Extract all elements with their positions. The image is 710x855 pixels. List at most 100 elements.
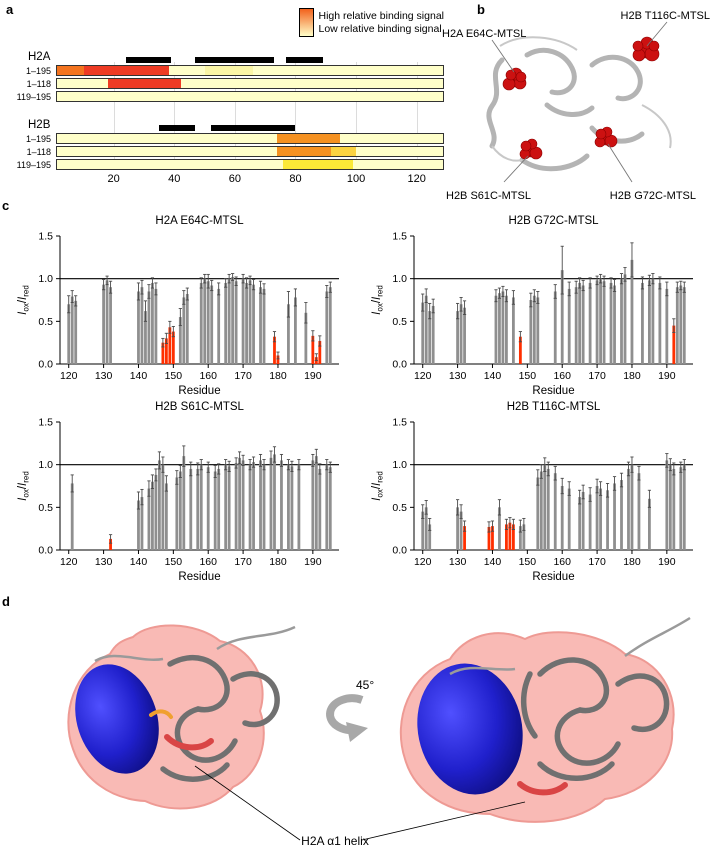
structure-view-right: [399, 616, 691, 823]
svg-text:120: 120: [414, 556, 432, 568]
svg-text:130: 130: [449, 370, 467, 382]
svg-text:140: 140: [130, 556, 148, 568]
svg-text:160: 160: [553, 556, 571, 568]
svg-text:0.0: 0.0: [38, 545, 53, 557]
h2b-group-label: H2B: [28, 119, 51, 131]
svg-text:Iox/Ired: Iox/Ired: [17, 285, 31, 315]
svg-text:120: 120: [60, 556, 78, 568]
heatmap-axis-ticks: 20 40 60 80 100 120: [107, 173, 426, 185]
svg-text:150: 150: [519, 370, 537, 382]
svg-text:120: 120: [60, 370, 78, 382]
site-label-h2a-e64c: H2A E64C-MTSL: [442, 28, 527, 40]
svg-text:130: 130: [95, 370, 113, 382]
svg-text:170: 170: [234, 556, 252, 568]
panel-c-letter: c: [2, 198, 10, 213]
svg-text:140: 140: [484, 370, 502, 382]
svg-text:170: 170: [588, 370, 606, 382]
svg-text:180: 180: [623, 556, 641, 568]
heatmap-row: 1–118: [10, 78, 444, 89]
svg-text:160: 160: [199, 556, 217, 568]
svg-text:1.0: 1.0: [38, 273, 53, 285]
structure-view-left: [67, 624, 296, 810]
label-leader-lines: [491, 21, 668, 183]
legend-low-label: Low relative binding signal: [318, 22, 442, 35]
svg-text:180: 180: [623, 370, 641, 382]
alpha1-helix-highlight: [164, 734, 214, 751]
svg-text:H2B T116C-MTSL: H2B T116C-MTSL: [507, 401, 601, 413]
protein-structure-drawing: [486, 21, 672, 183]
legend-gradient-swatch: [298, 8, 314, 37]
site-label-h2b-s61c: H2B S61C-MTSL: [446, 190, 531, 202]
tail-loops: [94, 625, 296, 663]
svg-text:1.0: 1.0: [392, 273, 407, 285]
svg-text:0.5: 0.5: [38, 316, 53, 328]
svg-text:0.5: 0.5: [392, 316, 407, 328]
spin-label-site-s61c: [519, 138, 543, 160]
chart-h2b-s61c-mtsl: 0.0 0.5 1.0 1.5 120 130 140 150 160 170 180 190 H2B …: [14, 398, 349, 584]
svg-text:130: 130: [449, 556, 467, 568]
svg-text:0.0: 0.0: [392, 545, 407, 557]
protein-loops: [491, 36, 672, 162]
svg-text:180: 180: [269, 556, 287, 568]
histone-ribbons: [520, 657, 670, 781]
svg-text:H2A E64C-MTSL: H2A E64C-MTSL: [155, 215, 244, 227]
bar-chart-svg: 0.0 0.5 1.0 1.5 120 130 140 150 160 170 180 190 H2B …: [17, 401, 339, 583]
svg-text:190: 190: [304, 370, 322, 382]
heatmap-body: H2A 1–195 1–118 119–195 H2B: [10, 48, 444, 186]
density-core-ellipsoid: [75, 664, 159, 774]
svg-text:170: 170: [234, 370, 252, 382]
svg-text:Residue: Residue: [532, 571, 574, 583]
heatmap-group-h2b: H2B 1–195 1–118 119–195: [10, 116, 444, 170]
site-label-h2b-t116c: H2B T116C-MTSL: [620, 10, 710, 22]
row-label: 1–118: [26, 78, 51, 89]
alpha1-helix-highlight: [517, 781, 568, 796]
svg-text:150: 150: [165, 556, 183, 568]
heatmap-row: 1–195: [10, 65, 444, 76]
svg-text:130: 130: [95, 556, 113, 568]
svg-text:170: 170: [588, 556, 606, 568]
svg-text:0.0: 0.0: [392, 359, 407, 371]
chart-h2b-t116c-mtsl: 0.0 0.5 1.0 1.5 120 130 140 150 160 170 180 190 H2B …: [368, 398, 703, 584]
panel-density-structures: 45° H2A α1 helix: [0, 604, 710, 855]
svg-text:160: 160: [553, 370, 571, 382]
heatmap-row: 119–195: [10, 159, 444, 170]
row-label: 1–195: [25, 65, 51, 76]
row-label: 119–195: [16, 91, 51, 102]
spin-label-site-e64c: [502, 67, 527, 91]
density-core-ellipsoid: [417, 663, 523, 795]
bar-chart-svg: 0.0 0.5 1.0 1.5 120 130 140 150 160 170 180 190 H2B …: [371, 215, 693, 397]
svg-text:190: 190: [304, 556, 322, 568]
svg-text:140: 140: [484, 556, 502, 568]
svg-text:0.5: 0.5: [392, 502, 407, 514]
heatmap-strip: [56, 65, 444, 76]
svg-text:150: 150: [519, 556, 537, 568]
svg-text:180: 180: [269, 370, 287, 382]
h2b-helix-bars: [56, 124, 444, 131]
row-label: 1–118: [26, 146, 51, 157]
panel-d-letter: d: [2, 594, 10, 609]
svg-text:140: 140: [130, 370, 148, 382]
svg-text:1.5: 1.5: [392, 231, 407, 243]
spin-label-site-g72c: [594, 126, 618, 148]
rotation-angle-label: 45°: [356, 678, 375, 692]
svg-text:Residue: Residue: [178, 385, 220, 397]
heatmap-strip: [56, 91, 444, 102]
panel-a-letter: a: [6, 2, 14, 17]
h2a-group-head: H2A: [10, 48, 444, 63]
heatmap-legend: High relative binding signal Low relativ…: [298, 8, 444, 37]
panel-spin-label-structure: H2A E64C-MTSL H2B T116C-MTSL H2B S61C-MT…: [442, 10, 710, 206]
row-label: 119–195: [16, 159, 51, 170]
annotation-leader-lines: [194, 765, 526, 841]
heatmap-row: 1–195: [10, 133, 444, 144]
heatmap-group-h2a: H2A 1–195 1–118 119–195: [10, 48, 444, 102]
heatmap-gridlines: [56, 62, 444, 170]
svg-text:190: 190: [658, 370, 676, 382]
chart-h2a-e64c-mtsl: 0.0 0.5 1.0 1.5 120 130 140 150 160 170 180 190 H2A …: [14, 212, 349, 398]
heatmap-strip: [56, 146, 444, 157]
heatmap-strip: [56, 159, 444, 170]
svg-text:Iox/Ired: Iox/Ired: [371, 471, 385, 501]
svg-text:150: 150: [165, 370, 183, 382]
panel-binding-heatmap: High relative binding signal Low relativ…: [10, 8, 444, 186]
row-label: 1–195: [25, 133, 51, 144]
